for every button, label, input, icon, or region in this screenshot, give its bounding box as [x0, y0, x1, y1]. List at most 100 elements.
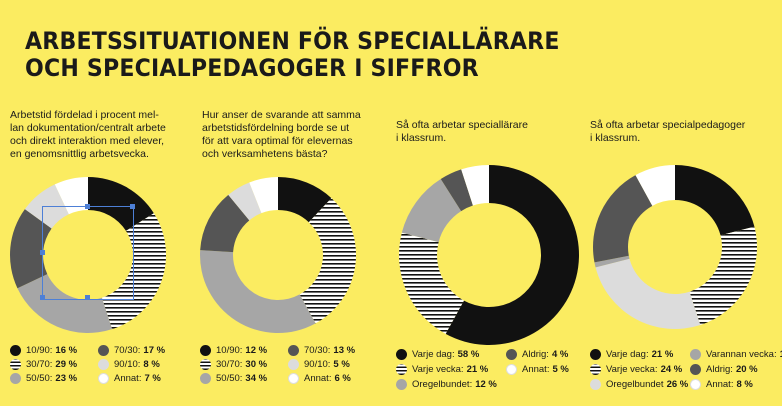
legend-item: 30/70: 29 %: [10, 359, 77, 370]
chart-4-legend: Varje dag: 21 % Varje vecka: 24 % Oregelbund…: [590, 349, 782, 399]
legend-swatch: [200, 373, 211, 384]
legend-value: 34 %: [245, 373, 268, 384]
selection-handle[interactable]: [130, 204, 135, 209]
legend-label: Varje vecka:: [606, 364, 658, 375]
legend-value: 58 %: [457, 349, 480, 360]
legend-swatch: [590, 379, 601, 390]
legend-swatch: [690, 364, 701, 375]
legend-label: 50/50:: [26, 373, 53, 384]
chart-2-donut: [200, 177, 356, 333]
legend-item: Aldrig: 20 %: [690, 364, 758, 375]
chart-2-legend: 10/90: 12 % 30/70: 30 % 50/50: 34 % 70/30: 13 %…: [200, 345, 380, 395]
legend-item: 30/70: 30 %: [200, 359, 267, 370]
legend-swatch: [288, 359, 299, 370]
selection-handle[interactable]: [40, 250, 45, 255]
legend-item: 50/50: 23 %: [10, 373, 77, 384]
chart-1-donut: [10, 177, 167, 333]
chart-1-description: Arbetstid fördelad i procent mel- lan do…: [10, 109, 166, 160]
legend-item: Annat: 8 %: [690, 379, 753, 390]
legend-label: 50/50:: [216, 373, 243, 384]
legend-swatch: [200, 359, 211, 370]
legend-swatch: [288, 373, 299, 384]
legend-value: 13 %: [333, 345, 356, 356]
chart-4-description: Så ofta arbetar specialpedagoger i klass…: [590, 119, 746, 144]
legend-value: 12 %: [245, 345, 268, 356]
legend-value: 5 %: [552, 364, 569, 375]
legend-label: 10/90:: [26, 345, 53, 356]
donut-slice: [54, 177, 88, 215]
donut-slice: [17, 274, 113, 333]
legend-swatch: [396, 349, 407, 360]
legend-value: 23 %: [55, 373, 78, 384]
legend-swatch: [590, 364, 601, 375]
legend-label: Varje dag:: [412, 349, 455, 360]
selection-handle[interactable]: [85, 295, 90, 300]
legend-item: Aldrig: 4 %: [506, 349, 568, 360]
legend-item: Oregelbundet 26 %: [590, 379, 688, 390]
donut-slice: [675, 165, 755, 236]
legend-label: 30/70:: [26, 359, 53, 370]
legend-item: 90/10: 8 %: [98, 359, 160, 370]
legend-swatch: [10, 345, 21, 356]
legend-item: 10/90: 12 %: [200, 345, 267, 356]
legend-label: 10/90:: [216, 345, 243, 356]
donut-slice: [689, 226, 757, 325]
legend-label: Oregelbundet: [606, 379, 664, 390]
donut-slice: [10, 209, 52, 289]
legend-swatch: [590, 349, 601, 360]
legend-swatch: [98, 359, 109, 370]
legend-value: 21 %: [466, 364, 489, 375]
legend-item: 10/90: 16 %: [10, 345, 77, 356]
legend-value: 21 %: [651, 349, 674, 360]
chart-3-description: Så ofta arbetar speciallärare i klassrum…: [396, 119, 528, 144]
chart-3-donut: [399, 165, 579, 345]
legend-value: 4 %: [551, 349, 569, 360]
legend-item: Varje vecka: 21 %: [396, 364, 488, 375]
legend-item: Annat: 6 %: [288, 373, 351, 384]
legend-swatch: [200, 345, 211, 356]
legend-swatch: [98, 373, 109, 384]
legend-value: 16 %: [55, 345, 78, 356]
legend-value: 24 %: [660, 364, 683, 375]
legend-swatch: [10, 359, 21, 370]
legend-value: 5 %: [333, 359, 350, 370]
legend-item: 70/30: 17 %: [98, 345, 165, 356]
legend-label: Annat:: [304, 373, 332, 384]
page-title-line-2: OCH SPECIALPEDAGOGER I SIFFROR: [25, 54, 479, 82]
legend-swatch: [396, 364, 407, 375]
legend-label: Aldrig:: [706, 364, 733, 375]
donut-slice: [594, 255, 630, 268]
legend-swatch: [690, 379, 701, 390]
donut-slice: [401, 179, 462, 243]
donut-slice: [101, 213, 167, 330]
donut-slice: [249, 177, 278, 214]
legend-swatch: [10, 373, 21, 384]
legend-value: 6 %: [334, 373, 351, 384]
legend-label: Varje dag:: [606, 349, 649, 360]
chart-3-legend: Varje dag: 58 % Varje vecka: 21 % Oregelbund…: [396, 349, 581, 399]
donut-slice: [595, 258, 701, 329]
legend-swatch: [506, 349, 517, 360]
donut-slice: [440, 169, 473, 212]
legend-swatch: [98, 345, 109, 356]
legend-swatch: [690, 349, 701, 360]
donut-slice: [445, 165, 579, 345]
legend-item: Varje dag: 21 %: [590, 349, 673, 360]
selection-handle[interactable]: [85, 204, 90, 209]
legend-value: 8 %: [143, 359, 160, 370]
donut-slice: [299, 198, 356, 324]
legend-value: 17 %: [143, 345, 166, 356]
donut-slice: [278, 177, 332, 223]
legend-value: 20 %: [735, 364, 758, 375]
legend-swatch: [288, 345, 299, 356]
legend-value: 8 %: [736, 379, 753, 390]
legend-value: 26 %: [666, 379, 689, 390]
donut-slice: [228, 182, 262, 221]
legend-value: 7 %: [144, 373, 161, 384]
legend-item: Varje dag: 58 %: [396, 349, 479, 360]
page-title-line-1: ARBETSSITUATIONEN FÖR SPECIALLÄRARE: [25, 27, 560, 55]
legend-item: Varannan vecka:1 %: [690, 349, 782, 360]
selection-handle[interactable]: [40, 295, 45, 300]
legend-label: 30/70:: [216, 359, 243, 370]
legend-item: Annat: 5 %: [506, 364, 569, 375]
